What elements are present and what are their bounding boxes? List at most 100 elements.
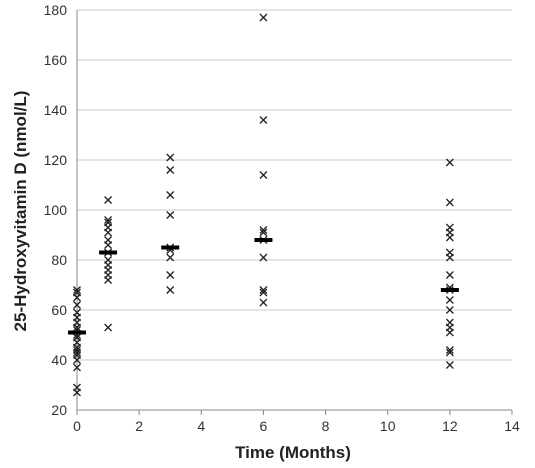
- data-point: [104, 218, 113, 227]
- y-axis-title: 25-Hydroxyvitamin D (nmol/L): [11, 91, 30, 332]
- data-point: [73, 286, 81, 294]
- data-point-stroke: [259, 298, 268, 307]
- data-point-stroke: [73, 363, 81, 372]
- data-point-stroke: [445, 318, 454, 327]
- data-point: [445, 296, 454, 304]
- data-point: [259, 228, 268, 237]
- data-point-stroke: [445, 223, 454, 232]
- data-point: [166, 253, 175, 262]
- data-point: [445, 271, 454, 279]
- data-point: [104, 256, 113, 264]
- data-point-stroke: [166, 153, 175, 162]
- data-point: [259, 298, 268, 307]
- y-tick-label: 140: [44, 102, 68, 118]
- data-point: [259, 253, 268, 262]
- data-point: [104, 216, 113, 224]
- data-point-stroke: [445, 348, 454, 357]
- data-point-stroke: [445, 198, 454, 207]
- y-tick-label: 120: [44, 152, 68, 168]
- data-point: [259, 288, 268, 297]
- data-point-stroke: [259, 286, 268, 294]
- data-point-stroke: [73, 288, 81, 297]
- x-tick-label: 0: [73, 418, 81, 434]
- x-tick-label: 2: [135, 418, 143, 434]
- data-point-stroke: [445, 306, 454, 314]
- data-point: [259, 171, 268, 179]
- data-point-stroke: [73, 308, 81, 317]
- data-point-stroke: [104, 216, 113, 224]
- data-point-stroke: [104, 236, 113, 244]
- data-point: [166, 271, 175, 279]
- data-point: [259, 286, 268, 294]
- data-point: [104, 236, 113, 244]
- x-tick-label: 14: [504, 418, 520, 434]
- data-point: [259, 226, 268, 234]
- data-point-stroke: [104, 218, 113, 227]
- data-point: [445, 348, 454, 357]
- data-point: [104, 196, 113, 204]
- y-tick-label: 160: [44, 52, 68, 68]
- data-points: [73, 13, 454, 397]
- gridlines: [77, 9, 512, 411]
- data-point: [166, 286, 175, 294]
- x-axis-title: Time (Months): [235, 443, 351, 462]
- y-tick-label: 40: [51, 352, 67, 368]
- data-point-stroke: [445, 248, 454, 257]
- data-point-stroke: [259, 228, 268, 237]
- data-point: [73, 346, 81, 354]
- data-point-stroke: [73, 333, 81, 342]
- axes: [76, 10, 513, 415]
- data-point: [445, 223, 454, 232]
- data-point-stroke: [166, 286, 175, 294]
- data-point-stroke: [73, 286, 81, 294]
- y-tick-label: 100: [44, 202, 68, 218]
- data-point-stroke: [104, 196, 113, 204]
- data-point-stroke: [445, 296, 454, 304]
- data-point: [73, 333, 81, 342]
- median-markers: [68, 238, 459, 335]
- data-point-stroke: [259, 288, 268, 297]
- data-point-stroke: [73, 301, 81, 309]
- data-point-stroke: [445, 346, 454, 354]
- data-point-stroke: [166, 166, 175, 174]
- x-tick-label: 8: [322, 418, 330, 434]
- data-point: [445, 198, 454, 207]
- data-point-stroke: [166, 253, 175, 262]
- data-point-stroke: [259, 116, 268, 124]
- y-tick-label: 180: [44, 2, 68, 18]
- x-tick-label: 4: [197, 418, 205, 434]
- data-point: [73, 308, 81, 317]
- data-point-stroke: [259, 171, 268, 179]
- data-point: [445, 248, 454, 257]
- data-point-stroke: [104, 323, 113, 332]
- data-point: [104, 323, 113, 332]
- data-point: [166, 211, 175, 219]
- tick-labels: 20 40 60 80 100 120 140 160 180 0 2 4 6 8 10 12 14: [44, 2, 520, 434]
- data-point-stroke: [259, 253, 268, 262]
- data-point: [73, 288, 81, 297]
- x-tick-label: 6: [260, 418, 268, 434]
- y-tick-label: 20: [51, 402, 67, 418]
- data-point: [166, 153, 175, 162]
- data-point: [73, 301, 81, 309]
- x-tick-label: 10: [380, 418, 396, 434]
- data-point-stroke: [445, 158, 454, 167]
- data-point: [166, 166, 175, 174]
- data-point-stroke: [166, 211, 175, 219]
- data-point: [259, 13, 268, 22]
- data-point: [445, 158, 454, 167]
- data-point-stroke: [259, 13, 268, 22]
- y-tick-label: 60: [51, 302, 67, 318]
- data-point-stroke: [445, 361, 454, 369]
- data-point: [73, 383, 81, 392]
- data-point-stroke: [259, 226, 268, 234]
- data-point-stroke: [104, 256, 113, 264]
- data-point: [445, 306, 454, 314]
- data-point-stroke: [73, 383, 81, 392]
- data-point: [166, 191, 175, 199]
- data-point: [73, 363, 81, 372]
- data-point: [445, 318, 454, 327]
- data-point-stroke: [73, 346, 81, 354]
